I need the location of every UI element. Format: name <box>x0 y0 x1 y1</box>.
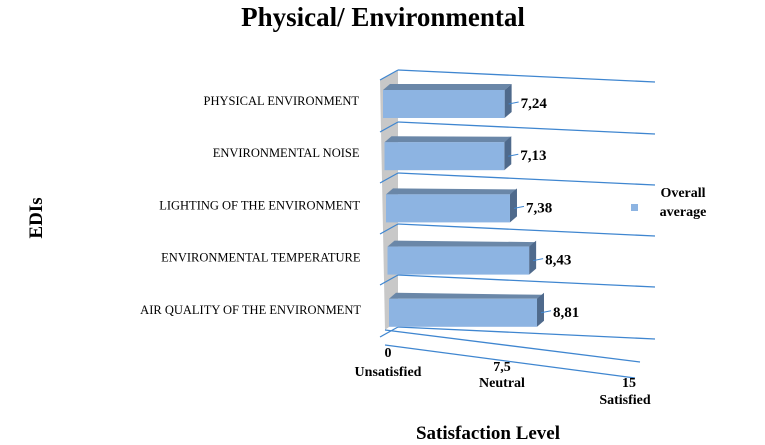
bar <box>389 298 538 327</box>
data-label: 7,24 <box>521 96 548 112</box>
gridline <box>397 172 656 186</box>
x-tick-label: Neutral <box>479 376 525 391</box>
legend-swatch <box>631 204 638 211</box>
bar-side <box>504 84 512 118</box>
gridline-depth <box>379 274 399 286</box>
bar-side <box>509 188 517 223</box>
gridline <box>397 326 656 340</box>
gridline-depth <box>379 69 399 81</box>
floor-line <box>384 329 641 363</box>
gridline <box>397 121 656 135</box>
bar-side <box>504 136 512 171</box>
x-tick-label: Satisfied <box>599 393 651 408</box>
x-tick-label: Unsatisfied <box>355 365 422 380</box>
gridline <box>397 223 656 237</box>
bar-top <box>383 84 512 90</box>
bar-side <box>529 240 537 275</box>
legend-label-line1: Overall <box>660 186 705 201</box>
bar-top <box>389 292 545 299</box>
gridline-depth <box>379 172 399 184</box>
bar <box>383 90 505 118</box>
data-label: 8,81 <box>553 305 579 321</box>
bar-top <box>384 136 512 143</box>
gridline <box>397 274 656 288</box>
category-label: AIR QUALITY OF THE ENVIRONMENT <box>140 303 361 317</box>
category-label: LIGHTING OF THE ENVIRONMENT <box>159 198 360 212</box>
bar-side <box>537 292 545 327</box>
leader-line <box>513 205 525 209</box>
category-label: ENVIRONMENTAL NOISE <box>213 146 360 160</box>
chart-title: Physical/ Environmental <box>241 2 525 32</box>
gridline <box>397 69 656 83</box>
data-label: 7,13 <box>520 148 546 164</box>
data-label: 8,43 <box>545 253 571 269</box>
x-axis-title: Satisfaction Level <box>416 423 560 444</box>
leader-line <box>508 101 519 105</box>
y-axis-title: EDIs <box>26 197 47 238</box>
data-label: 7,38 <box>526 200 552 216</box>
bar <box>384 142 505 171</box>
gridline-depth <box>379 121 399 133</box>
leader-line <box>508 153 519 157</box>
category-label: ENVIRONMENTAL TEMPERATURE <box>161 251 361 265</box>
leader-line <box>540 310 552 314</box>
bar-top <box>387 240 537 247</box>
category-label: PHYSICAL ENVIRONMENT <box>204 94 360 108</box>
gridline-depth <box>379 326 399 338</box>
bar <box>386 194 510 223</box>
bar-top <box>386 188 517 195</box>
leader-line <box>533 258 544 262</box>
floor-line <box>384 344 636 379</box>
x-tick-value: 0 <box>385 346 392 361</box>
x-tick-value: 15 <box>622 376 636 391</box>
x-tick-value: 7,5 <box>493 360 511 375</box>
bar <box>387 246 530 275</box>
legend-label-line2: average <box>660 205 707 220</box>
gridline-depth <box>379 223 399 235</box>
